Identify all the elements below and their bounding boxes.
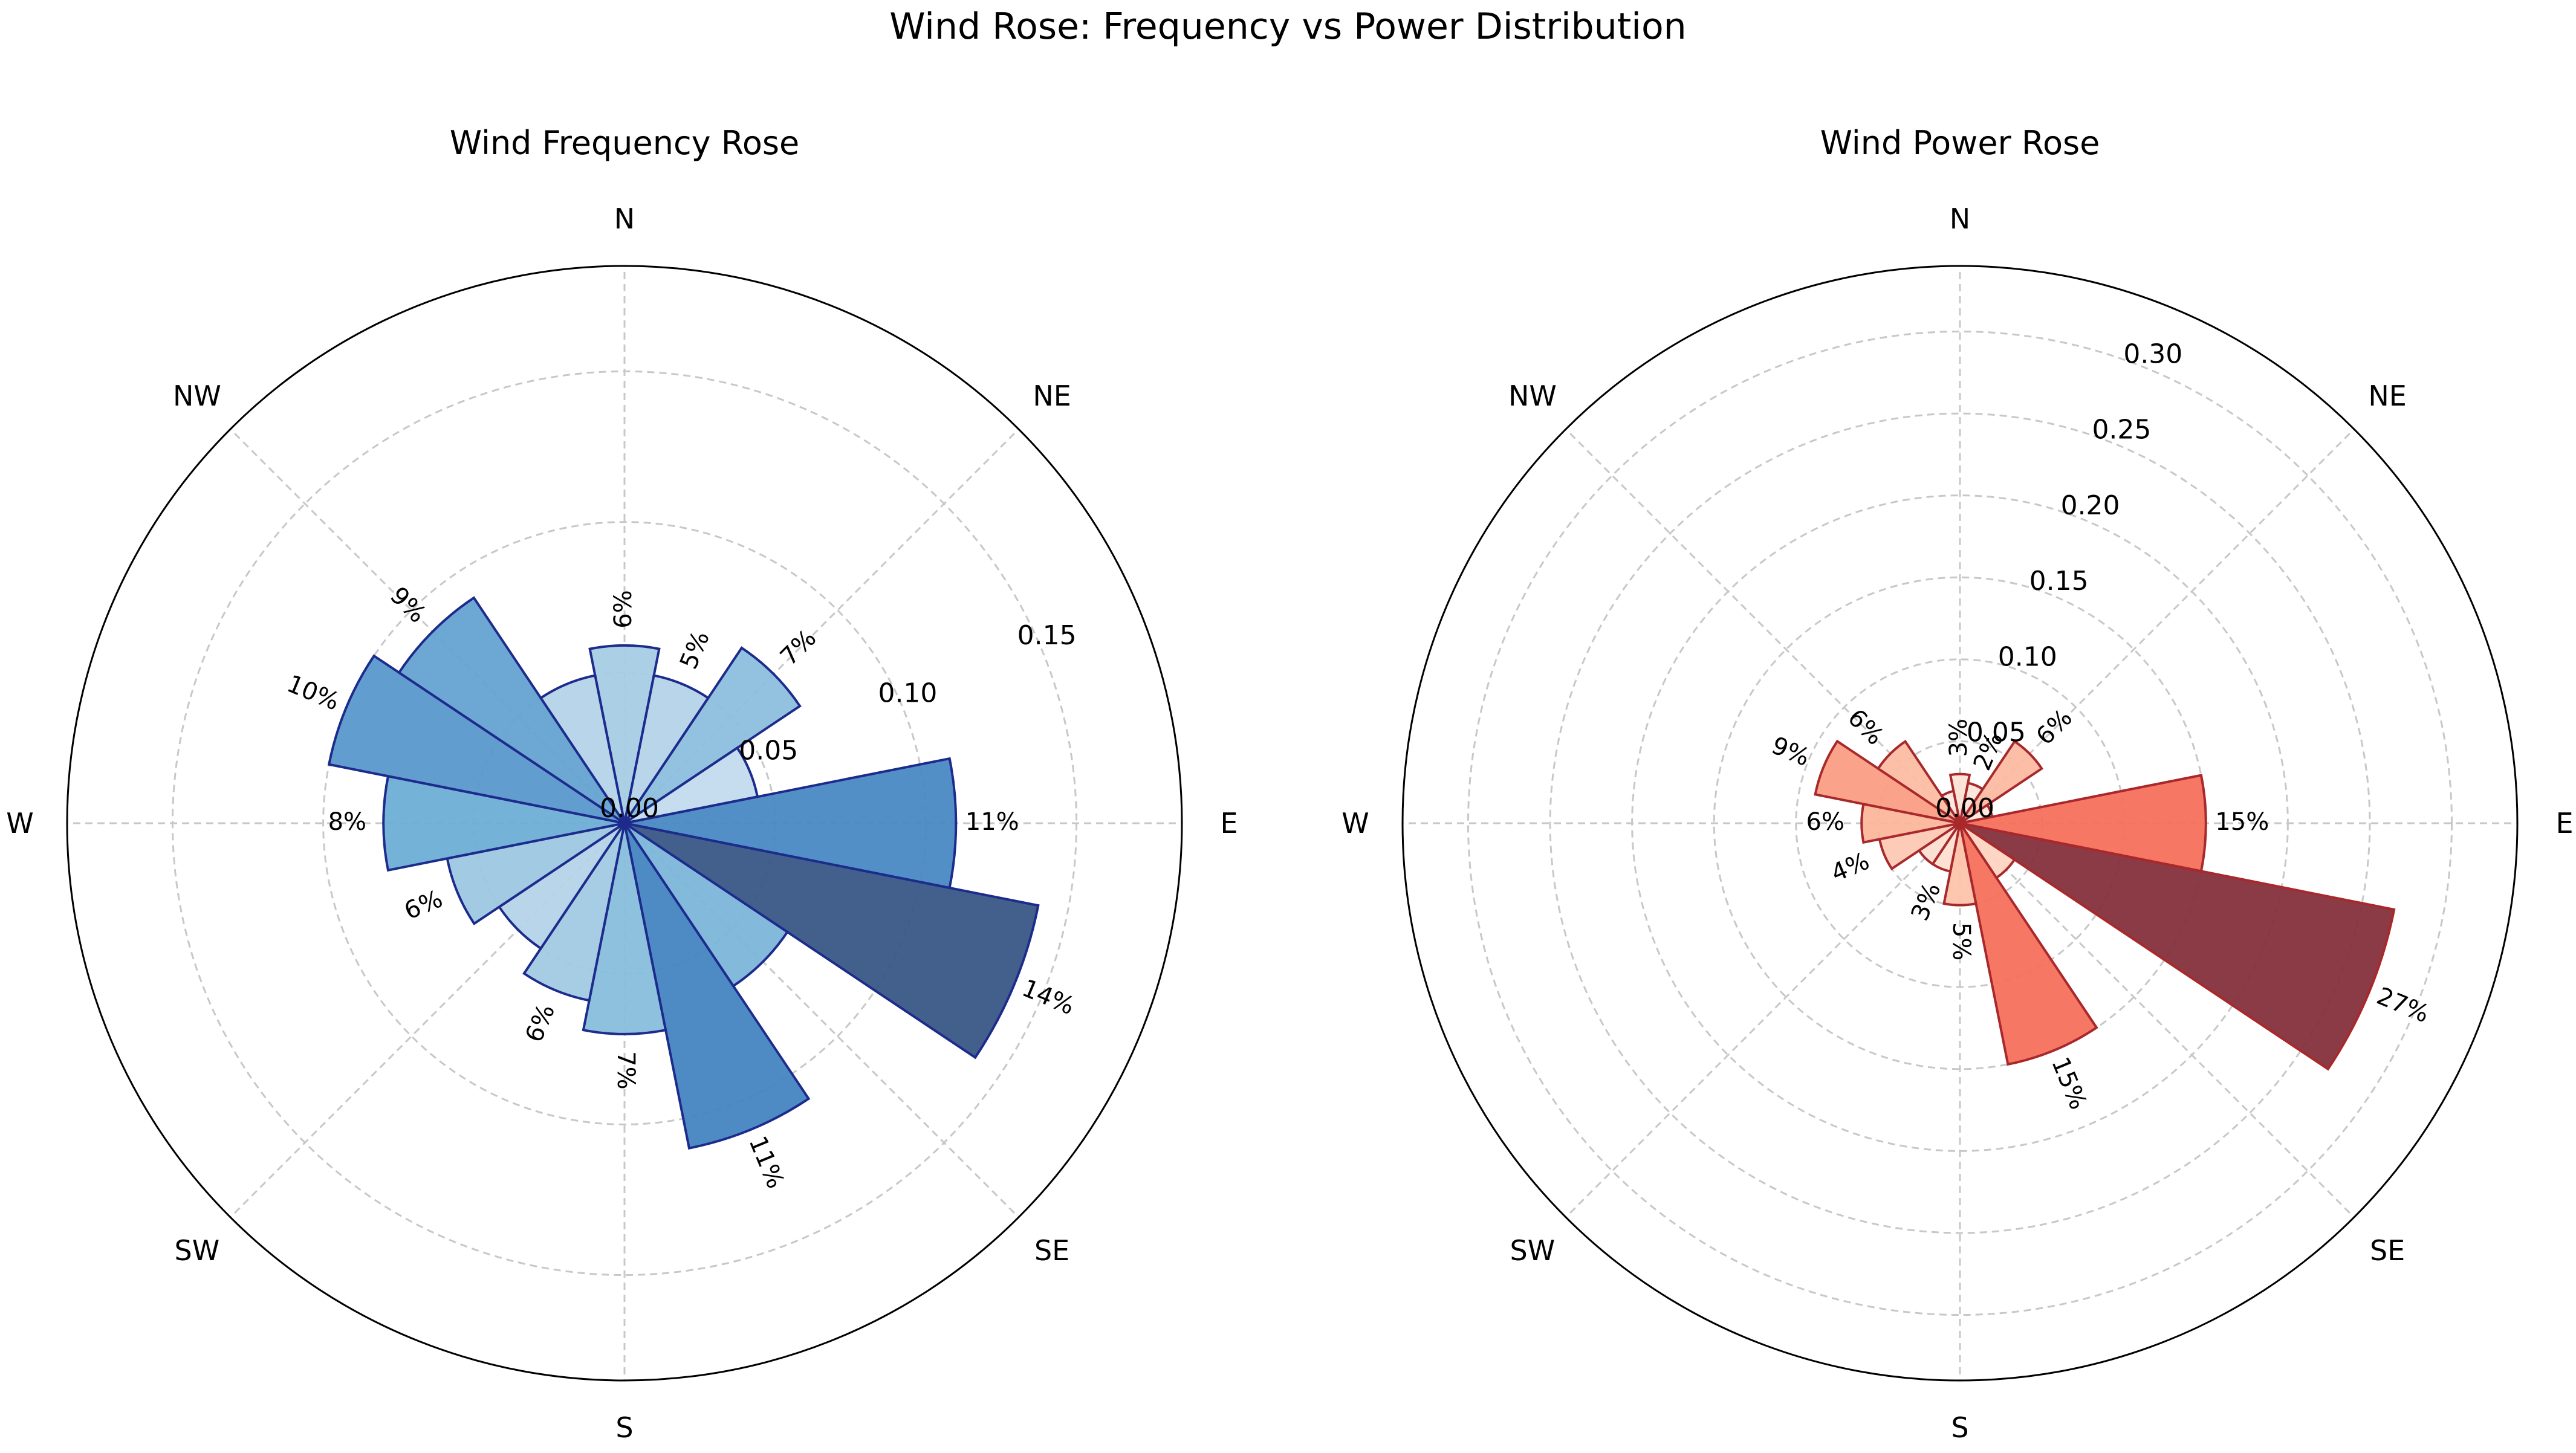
angular-gridline (1959, 822, 2355, 1218)
sector-value-label: 6% (2031, 704, 2077, 750)
angular-gridline (623, 822, 1020, 1218)
radial-tick-label: 0.20 (2061, 490, 2120, 521)
sector-bar (382, 774, 625, 872)
sector-value-label: 6% (1842, 704, 1889, 750)
radial-tick-label: 0.10 (1998, 641, 2057, 672)
sector-value-label: 5% (675, 627, 715, 673)
polar-frame (1401, 265, 2519, 1382)
sector-bar (1876, 739, 1961, 824)
sector-bar (1959, 822, 2396, 1071)
radial-tick-label: 0.00 (600, 793, 659, 824)
direction-label: NW (173, 380, 221, 412)
figure-title: Wind Rose: Frequency vs Power Distributi… (889, 5, 1687, 48)
sector-bar (539, 674, 626, 824)
subplot-title: Wind Frequency Rose (450, 124, 800, 162)
angular-gridline (1565, 428, 1961, 824)
radial-tick-label: 0.15 (1017, 620, 1077, 651)
angular-gridline (229, 822, 626, 1218)
angular-gridline (229, 428, 626, 824)
sector-value-label: 15% (2215, 808, 2269, 836)
direction-label: SE (1034, 1234, 1069, 1267)
radial-tick-label: 0.05 (1967, 717, 2026, 748)
sector-bar (1959, 774, 2207, 873)
direction-label: N (1950, 202, 1970, 235)
direction-label: N (614, 202, 635, 235)
sector-bar (522, 822, 626, 1002)
direction-label: NW (1508, 380, 1557, 412)
power-rose-panel: Wind Power Rose 0.00 0.05 0.10 0.15 0.20 0.25 0… (1342, 124, 2573, 1444)
sector-bar (1814, 739, 1961, 824)
sector-bar (623, 822, 1040, 1060)
radial-tick-label: 0.25 (2092, 415, 2151, 445)
sector-value-label: 11% (743, 1132, 790, 1192)
sector-value-label: 4% (1827, 847, 1873, 888)
sector-bar (623, 822, 790, 988)
sector-value-label: 10% (283, 670, 343, 716)
radial-tick-label: 0.30 (2123, 338, 2182, 369)
sector-value-label: 5% (1947, 922, 1975, 960)
sector-bar (588, 644, 661, 824)
direction-label: S (1951, 1411, 1968, 1444)
sector-bar (1942, 823, 1977, 907)
sector-value-label: 6% (1806, 808, 1844, 836)
sector-value-label: 11% (965, 808, 1019, 836)
polar-frame (66, 265, 1183, 1382)
sector-bar (582, 823, 667, 1035)
angular-gridline (1959, 428, 2355, 824)
direction-label: E (1220, 807, 1238, 840)
frequency-rose-panel: Wind Frequency Rose 0.00 0.05 0.10 0.15 N NE E S… (6, 124, 1238, 1444)
sector-value-label: 6% (609, 590, 637, 628)
sector-value-label: 27% (2373, 982, 2433, 1029)
sector-bar (623, 822, 811, 1150)
direction-label: W (6, 807, 33, 840)
direction-label: SE (2370, 1234, 2405, 1267)
sector-bar (327, 654, 626, 824)
sector-value-label: 7% (775, 624, 822, 671)
sector-bar (1959, 822, 2098, 1066)
sector-bar (623, 646, 802, 824)
sector-value-label: 8% (328, 808, 366, 836)
direction-label: NE (1033, 380, 1071, 412)
sector-bar (1948, 772, 1971, 824)
radial-tick-label: 0.10 (878, 678, 937, 708)
direction-label: S (615, 1411, 633, 1444)
radial-gridline (1467, 330, 2453, 1316)
direction-label: SW (175, 1234, 220, 1267)
radial-tick-label: 0.00 (1935, 793, 1994, 824)
sector-value-label: 6% (400, 885, 446, 925)
sector-value-label: 7% (612, 1051, 640, 1089)
sector-bar (397, 596, 626, 824)
direction-label: E (2555, 807, 2573, 840)
sector-value-label: 6% (520, 1000, 560, 1046)
sector-value-label: 3% (1906, 879, 1947, 925)
direction-label: SW (1510, 1234, 1556, 1267)
sector-bar (624, 757, 958, 890)
angular-gridline (623, 428, 1020, 824)
sector-value-label: 3% (1945, 719, 1973, 757)
direction-label: W (1342, 807, 1369, 840)
radial-tick-label: 0.05 (739, 736, 798, 766)
direction-label: NE (2368, 380, 2406, 412)
subplot-title: Wind Power Rose (1820, 124, 2100, 162)
sector-value-label: 9% (384, 581, 431, 628)
sector-bar (446, 822, 626, 925)
sector-bar (1940, 789, 1961, 824)
angular-gridline (1565, 822, 1961, 1218)
sector-value-label: 15% (2046, 1053, 2092, 1114)
sector-bar (1959, 739, 2044, 824)
radial-tick-label: 0.15 (2029, 566, 2089, 597)
radial-gridline (1549, 412, 2371, 1234)
